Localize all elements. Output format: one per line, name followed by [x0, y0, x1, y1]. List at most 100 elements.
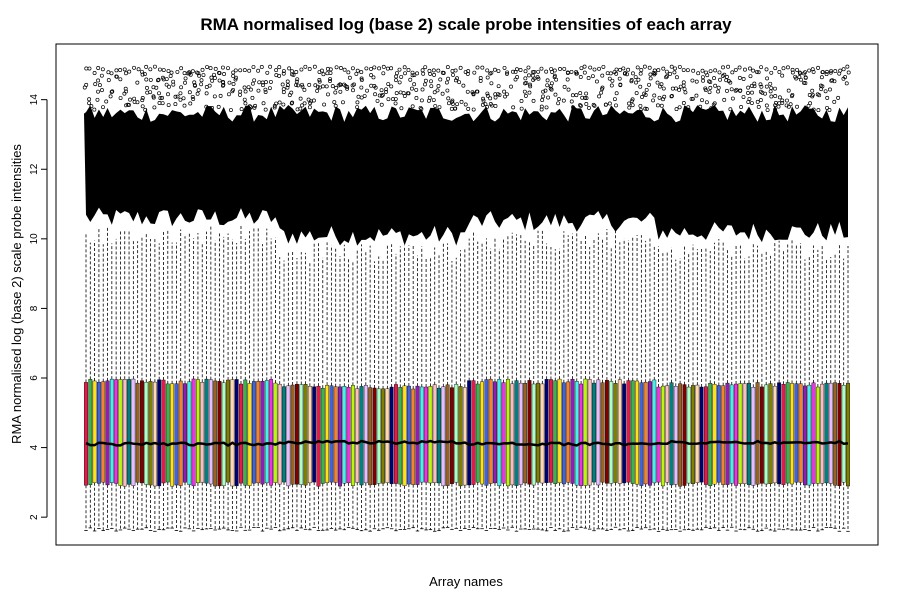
outlier-point: [756, 70, 761, 75]
outlier-point: [99, 73, 104, 78]
outlier-point: [185, 71, 190, 76]
outlier-point: [96, 89, 101, 94]
outlier-point: [681, 83, 686, 88]
box: [170, 383, 175, 487]
y-tick-label: 10: [29, 233, 40, 245]
outlier-point: [233, 68, 238, 73]
box: [630, 380, 635, 484]
outlier-point: [737, 65, 742, 70]
outlier-point: [351, 88, 355, 93]
outlier-point: [171, 79, 176, 84]
outlier-point: [777, 95, 782, 100]
outlier-point: [681, 68, 686, 72]
outlier-point: [346, 70, 351, 75]
box: [536, 382, 540, 483]
box: [579, 383, 584, 486]
box: [790, 383, 794, 485]
box: [346, 387, 351, 484]
outlier-point: [656, 68, 661, 73]
outlier-point: [690, 78, 695, 83]
outlier-point: [489, 81, 494, 86]
box: [557, 378, 562, 484]
box: [643, 382, 648, 485]
outlier-point: [733, 67, 738, 72]
outlier-point: [110, 89, 115, 94]
outlier-point: [730, 70, 735, 75]
outlier-point: [324, 84, 329, 89]
outlier-point: [726, 64, 731, 69]
outlier-point: [381, 71, 386, 76]
outlier-point: [109, 71, 114, 76]
outlier-point: [694, 79, 699, 84]
outlier-point: [246, 85, 251, 90]
plot-frame: [55, 43, 879, 546]
outlier-point: [816, 65, 821, 70]
outlier-point: [630, 103, 635, 108]
outlier-point: [371, 75, 376, 80]
box: [299, 384, 304, 485]
outlier-point: [132, 96, 137, 101]
outlier-point: [410, 70, 415, 75]
outlier-point: [819, 87, 824, 92]
outlier-point: [148, 67, 153, 72]
outlier-point: [474, 89, 479, 94]
outlier-point: [389, 84, 394, 89]
outlier-point: [379, 93, 384, 98]
outlier-point: [790, 67, 795, 72]
outlier-point: [741, 95, 746, 99]
outlier-points: [82, 64, 851, 113]
box: [592, 382, 596, 483]
outlier-point: [605, 71, 610, 76]
outlier-point: [257, 80, 262, 85]
outlier-point: [192, 80, 197, 85]
outlier-point: [233, 77, 238, 82]
outlier-point: [566, 87, 571, 92]
box: [187, 381, 192, 485]
outlier-point: [319, 68, 324, 73]
outlier-point: [752, 81, 757, 86]
outlier-point: [210, 78, 215, 83]
outlier-point: [780, 98, 785, 103]
outlier-point: [89, 104, 94, 109]
outlier-point: [199, 78, 204, 83]
outlier-point: [197, 73, 202, 78]
outlier-point: [712, 76, 716, 81]
outlier-point: [394, 74, 399, 79]
box: [833, 382, 838, 486]
outlier-point: [634, 80, 638, 85]
outlier-point: [432, 72, 437, 77]
outlier-point: [686, 107, 691, 112]
outlier-point: [268, 79, 273, 84]
outlier-point: [243, 101, 248, 106]
outlier-point: [420, 87, 425, 92]
outlier-point: [384, 87, 389, 92]
outlier-point: [758, 98, 763, 103]
box: [716, 385, 721, 483]
outlier-point: [191, 97, 196, 101]
outlier-point: [128, 97, 133, 102]
box: [501, 382, 506, 484]
outlier-point: [689, 96, 694, 101]
outlier-point: [554, 77, 559, 82]
outlier-point: [168, 74, 173, 78]
outlier-point: [359, 85, 364, 90]
outlier-point: [672, 70, 677, 75]
outlier-point: [463, 102, 468, 107]
outlier-point: [496, 84, 501, 89]
outlier-point: [393, 97, 398, 101]
box: [635, 380, 639, 485]
outlier-point: [452, 106, 457, 111]
outlier-point: [204, 104, 209, 109]
outlier-point: [686, 105, 691, 110]
outlier-point: [287, 66, 292, 71]
box: [251, 381, 256, 484]
outlier-point: [100, 67, 105, 72]
outlier-point: [705, 73, 710, 78]
outlier-point: [228, 108, 233, 112]
outlier-point: [535, 75, 540, 80]
outlier-point: [342, 67, 347, 72]
outlier-point: [410, 104, 415, 109]
box: [777, 382, 782, 485]
plot-area: [82, 64, 851, 532]
outlier-point: [144, 77, 149, 82]
